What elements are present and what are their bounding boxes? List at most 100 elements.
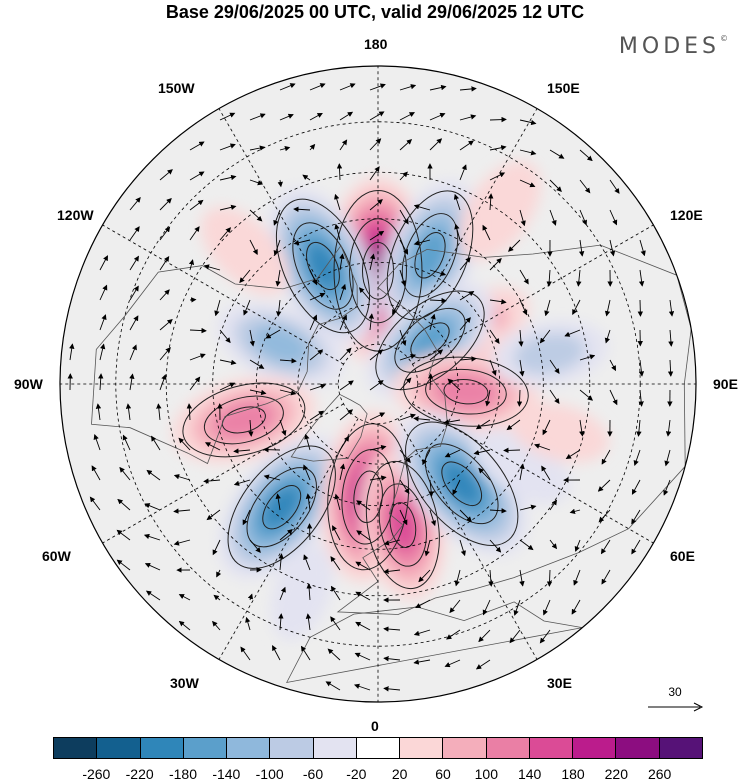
wind-vector (633, 449, 641, 466)
colorbar-tick-label: 260 (647, 766, 672, 782)
wind-vector (489, 508, 507, 514)
wind-vector (129, 226, 140, 241)
wind-vector (519, 299, 528, 316)
wind-vector (541, 465, 551, 481)
wind-vector (327, 648, 341, 661)
wind-vector (89, 496, 101, 511)
contour-line (262, 485, 302, 530)
wind-vector (579, 179, 591, 194)
wind-vector (273, 239, 281, 256)
wind-vector (336, 163, 343, 181)
wind-vector (116, 529, 131, 541)
wind-vector (99, 284, 108, 301)
wind-vector (219, 143, 236, 151)
wind-vector (489, 257, 502, 271)
wind-vector (309, 83, 326, 91)
wind-vector (279, 419, 287, 436)
colorbar-tick-label: -60 (302, 766, 324, 782)
wind-vector (399, 413, 416, 421)
wind-vector (309, 314, 318, 331)
lon-label-150e: 150E (547, 80, 580, 96)
wind-vector (413, 239, 431, 246)
wind-vector (399, 449, 411, 463)
meridian-line (218, 108, 359, 350)
wind-vector (569, 508, 581, 514)
wind-vector (427, 373, 434, 391)
meridian-line (412, 224, 654, 365)
wind-vector (601, 569, 611, 585)
wind-vector (248, 419, 254, 437)
wind-vector (334, 223, 341, 241)
wind-vector (178, 437, 191, 451)
wind-vector (159, 318, 173, 331)
wind-vector (489, 539, 502, 553)
wind-vector (459, 164, 467, 181)
wind-vector (122, 434, 131, 451)
latitude-circle (255, 261, 501, 507)
wind-vector (519, 359, 525, 377)
wind-vector (178, 620, 191, 631)
wind-vector (306, 583, 312, 601)
wind-vector (489, 116, 507, 123)
wind-vector (302, 174, 311, 181)
wind-vector (275, 269, 281, 287)
wind-vector (339, 253, 345, 271)
wind-vector (91, 465, 101, 481)
vector-reference: 30 (646, 685, 704, 715)
wind-vector (609, 239, 616, 257)
wind-vector (159, 226, 171, 241)
wind-vector (519, 209, 526, 227)
colorbar-tick-label: 180 (561, 766, 585, 782)
colorbar-bin (97, 738, 141, 758)
wind-vector (369, 380, 384, 391)
anomaly-patch (211, 400, 276, 440)
wind-vector (668, 329, 674, 347)
wind-vector (459, 114, 477, 121)
wind-vector (489, 172, 506, 181)
wind-vector (189, 376, 201, 391)
wind-vector (519, 504, 537, 511)
wind-vector (399, 377, 412, 391)
wind-vector (503, 447, 521, 454)
wind-vector (247, 593, 254, 601)
wind-vector (369, 138, 382, 151)
contour-line (386, 190, 474, 321)
wind-vector (279, 586, 286, 601)
wind-vector (506, 419, 521, 431)
wind-vector (478, 629, 491, 643)
wind-vector (665, 419, 672, 437)
colorbar-bin (313, 738, 357, 758)
wind-vector (428, 479, 434, 497)
wind-vector (399, 329, 407, 346)
wind-vector (125, 403, 132, 421)
wind-vector (399, 479, 410, 495)
wind-vector (334, 493, 341, 511)
contour-line (227, 445, 336, 569)
wind-vector (399, 269, 407, 287)
wind-vector (429, 297, 447, 304)
lon-label-150w: 150W (158, 80, 195, 96)
wind-vector (668, 299, 675, 317)
contour-line (378, 483, 427, 567)
colorbar-tick-label: 140 (517, 766, 542, 782)
wind-vector (159, 169, 173, 181)
wind-vector (424, 539, 431, 557)
wind-vector (99, 255, 108, 271)
wind-vector (219, 227, 232, 241)
wind-vector (369, 444, 387, 451)
wind-vector (508, 239, 521, 252)
wind-vector (116, 559, 131, 571)
wind-vector (272, 645, 281, 661)
wind-vector (369, 412, 386, 421)
wind-vector (245, 616, 251, 631)
wind-vector (459, 539, 466, 557)
wind-vector (509, 629, 521, 644)
wind-vector (488, 193, 494, 211)
wind-vector (597, 479, 611, 492)
colorbar-tick-label: 100 (474, 766, 499, 782)
wind-vector (173, 539, 191, 546)
colorbar-bin (573, 738, 617, 758)
anomaly-field (172, 160, 609, 641)
colorbar-labels: -260 -220 -180 -140 -100 -60 -20 20 60 100 140 180 2… (53, 766, 703, 782)
wind-vector (356, 530, 371, 541)
